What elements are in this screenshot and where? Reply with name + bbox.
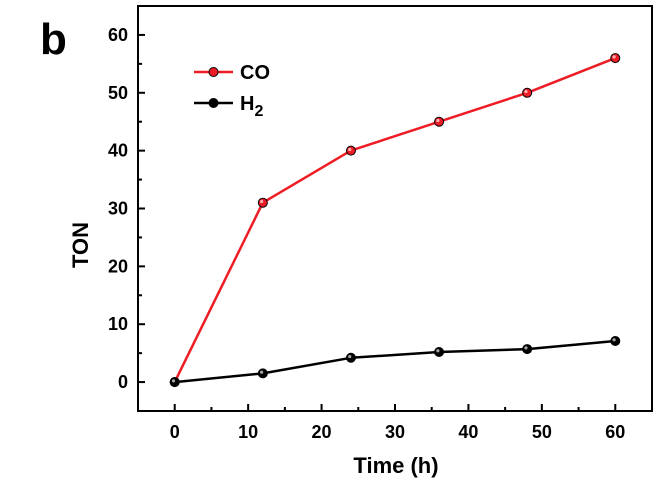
data-point-highlight — [436, 349, 440, 353]
x-tick-label: 40 — [458, 422, 478, 442]
data-point-co — [522, 87, 533, 98]
legend-marker-co — [208, 67, 219, 77]
y-axis-ticks: 0 10 20 30 40 50 60 — [108, 25, 145, 392]
x-tick-label: 20 — [312, 422, 332, 442]
series-co — [169, 53, 621, 388]
data-point-highlight — [524, 89, 528, 94]
x-tick-label: 10 — [238, 422, 258, 442]
y-tick-label: 10 — [108, 314, 128, 334]
legend-marker-h2 — [208, 98, 219, 108]
legend-label-co: CO — [240, 62, 270, 84]
x-tick-label: 0 — [170, 422, 180, 442]
x-tick-label: 50 — [532, 422, 552, 442]
y-tick-label: 0 — [118, 372, 128, 392]
data-point-h2 — [522, 344, 533, 355]
data-point-h2 — [434, 346, 445, 357]
x-tick-label: 60 — [605, 422, 625, 442]
data-point-highlight — [612, 55, 616, 59]
data-point-h2 — [345, 352, 356, 363]
data-point-highlight — [260, 370, 264, 374]
legend-label-subscript: 2 — [254, 103, 263, 120]
legend-label-main: CO — [240, 62, 270, 84]
y-tick-label: 40 — [108, 141, 128, 161]
legend-label-main: H — [240, 93, 254, 115]
x-tick-label: 30 — [385, 422, 405, 442]
series-h2 — [169, 335, 621, 388]
data-point-h2 — [610, 335, 621, 346]
data-point-highlight — [524, 346, 528, 350]
data-point-highlight — [436, 118, 440, 123]
series-layer — [169, 53, 621, 388]
x-axis-title: Time (h) — [353, 453, 438, 478]
y-axis-title: TON — [68, 222, 93, 268]
data-point-co — [434, 116, 445, 127]
data-point-highlight — [348, 354, 352, 359]
data-point-co — [345, 145, 356, 156]
data-point-highlight — [612, 338, 616, 342]
data-point-highlight — [171, 379, 176, 383]
legend-label-h2: H2 — [240, 93, 263, 120]
data-point-co — [257, 197, 268, 208]
y-tick-label: 50 — [108, 83, 128, 103]
legend: CO H2 — [194, 62, 270, 120]
data-point-highlight — [260, 199, 264, 204]
y-tick-label: 20 — [108, 256, 128, 276]
data-point-h2 — [257, 368, 268, 379]
data-point-co — [610, 53, 621, 64]
x-axis-ticks: 0 10 20 30 40 50 60 — [170, 404, 625, 442]
series-line-co — [173, 56, 616, 383]
panel-label: b — [40, 15, 67, 64]
plot-frame — [137, 5, 653, 412]
series-line-h2 — [174, 339, 616, 384]
data-point-h2 — [169, 377, 180, 388]
plot-border — [137, 5, 653, 412]
y-tick-label: 30 — [108, 199, 128, 219]
y-tick-label: 60 — [108, 25, 128, 45]
data-point-highlight — [348, 147, 352, 152]
